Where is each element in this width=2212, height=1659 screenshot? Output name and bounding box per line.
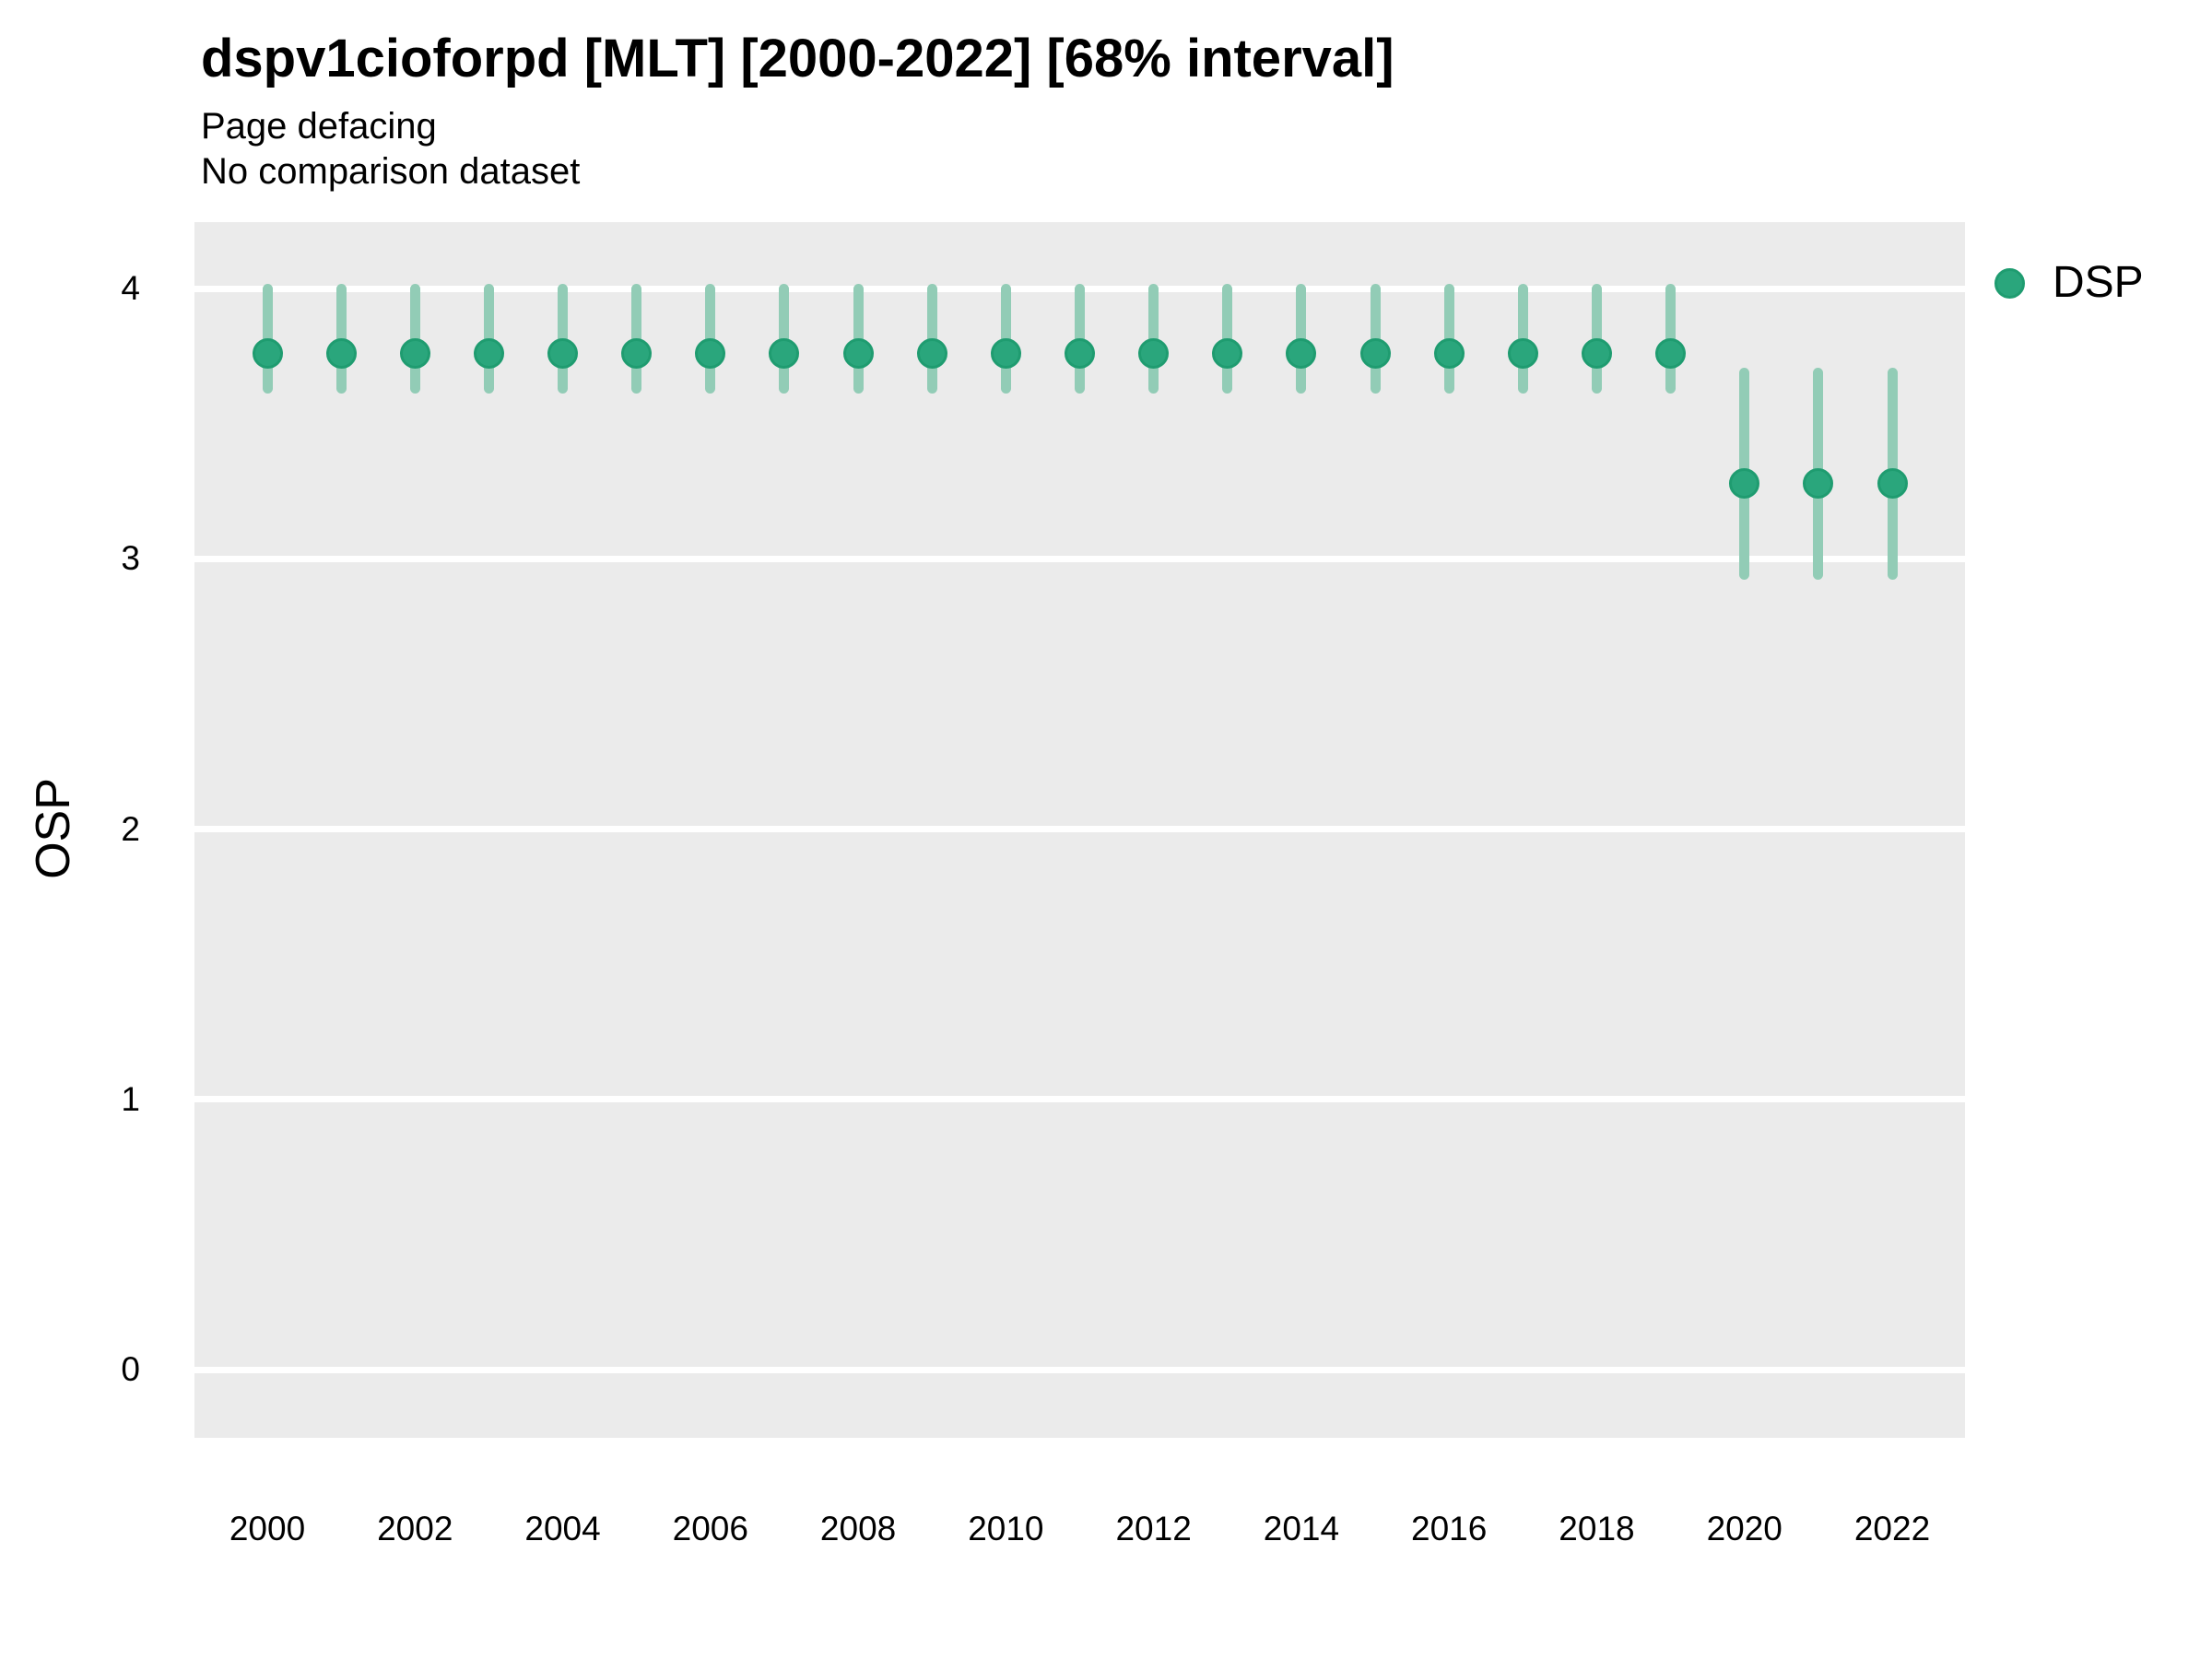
x-tick-label-2010: 2010 bbox=[968, 1510, 1044, 1547]
gridline-y-0 bbox=[194, 1366, 1965, 1373]
x-tick-label-2000: 2000 bbox=[229, 1510, 306, 1547]
x-tick-label-2004: 2004 bbox=[524, 1510, 601, 1547]
data-point-2012 bbox=[1138, 337, 1170, 369]
chart-title: dspv1cioforpd [MLT] [2000-2022] [68% int… bbox=[201, 29, 1394, 88]
data-point-2011 bbox=[1065, 337, 1095, 369]
data-point-2004 bbox=[547, 337, 579, 369]
data-point-2021 bbox=[1803, 467, 1834, 499]
chart-subtitle: Page defacing bbox=[201, 106, 437, 147]
y-tick-label-3: 3 bbox=[121, 539, 140, 578]
data-point-2000 bbox=[252, 337, 283, 369]
data-point-2009 bbox=[916, 337, 947, 369]
plot-area bbox=[194, 222, 1965, 1438]
data-point-2022 bbox=[1877, 467, 1908, 499]
data-point-2001 bbox=[325, 337, 357, 369]
data-point-2006 bbox=[695, 337, 726, 369]
x-tick-label-2002: 2002 bbox=[377, 1510, 453, 1547]
data-point-2014 bbox=[1286, 337, 1317, 369]
gridline-y-1 bbox=[194, 1096, 1965, 1103]
chart-note: No comparison dataset bbox=[201, 151, 581, 192]
y-tick-label-2: 2 bbox=[121, 809, 140, 848]
x-tick-label-2022: 2022 bbox=[1853, 1510, 1931, 1547]
data-point-2008 bbox=[842, 337, 874, 369]
legend-swatch-dsp-icon bbox=[1994, 267, 2025, 299]
data-point-2002 bbox=[399, 337, 430, 369]
data-point-2016 bbox=[1433, 337, 1465, 369]
data-point-2017 bbox=[1507, 337, 1538, 369]
data-point-2013 bbox=[1212, 337, 1243, 369]
data-point-2010 bbox=[990, 337, 1021, 369]
legend-label-dsp: DSP bbox=[2053, 258, 2144, 307]
y-tick-label-4: 4 bbox=[121, 269, 140, 307]
data-point-2015 bbox=[1359, 337, 1391, 369]
gridline-y-2 bbox=[194, 826, 1965, 832]
x-tick-label-2016: 2016 bbox=[1411, 1510, 1488, 1547]
x-tick-label-2020: 2020 bbox=[1706, 1510, 1783, 1547]
x-tick-label-2006: 2006 bbox=[672, 1510, 748, 1547]
x-tick-label-2008: 2008 bbox=[819, 1510, 897, 1547]
x-tick-label-2012: 2012 bbox=[1115, 1510, 1192, 1547]
data-point-2018 bbox=[1581, 337, 1612, 369]
data-point-2019 bbox=[1655, 337, 1687, 369]
y-tick-label-1: 1 bbox=[121, 1079, 140, 1118]
y-tick-label-0: 0 bbox=[121, 1350, 140, 1388]
legend: DSP bbox=[1994, 260, 2144, 306]
data-point-2003 bbox=[473, 337, 504, 369]
x-tick-label-2018: 2018 bbox=[1559, 1510, 1635, 1547]
gridline-y-3 bbox=[194, 555, 1965, 562]
x-tick-label-2014: 2014 bbox=[1263, 1510, 1340, 1547]
data-point-2005 bbox=[621, 337, 653, 369]
data-point-2020 bbox=[1729, 467, 1760, 499]
data-point-2007 bbox=[769, 337, 800, 369]
